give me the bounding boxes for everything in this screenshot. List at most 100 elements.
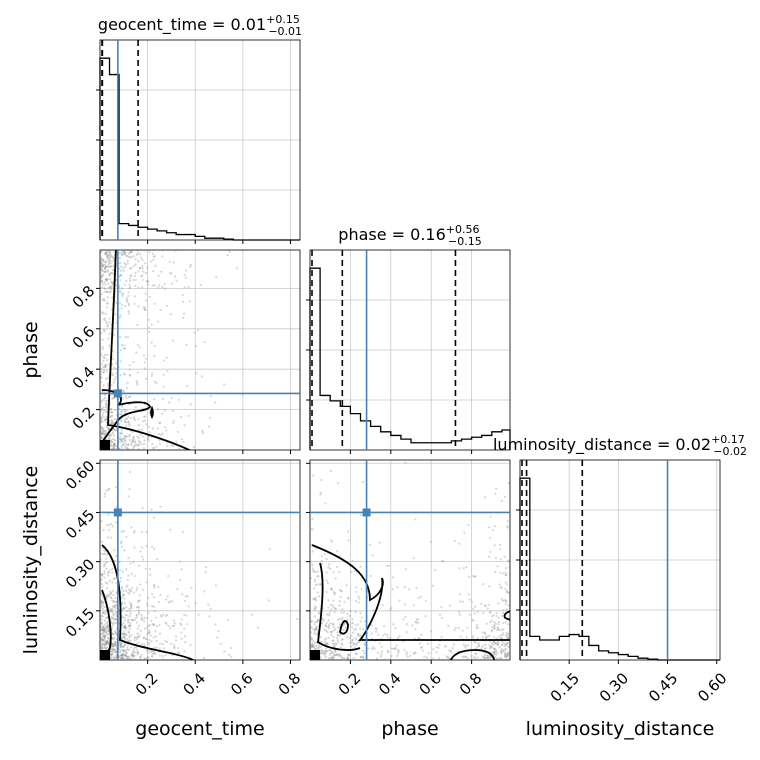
sample-point	[107, 624, 110, 627]
sample-point	[102, 553, 105, 556]
sample-point	[119, 576, 123, 580]
sample-point	[415, 618, 418, 621]
sample-point	[507, 591, 510, 594]
sample-point	[482, 611, 485, 614]
sample-point	[182, 300, 185, 304]
sample-point	[140, 428, 144, 431]
sample-point	[100, 593, 102, 597]
sample-point	[499, 658, 502, 660]
sample-point	[338, 570, 341, 574]
sample-point	[502, 622, 505, 625]
sample-point	[382, 625, 386, 628]
sample-point	[341, 616, 344, 620]
sample-point	[146, 604, 149, 607]
sample-point	[506, 654, 509, 657]
sample-point	[338, 588, 342, 592]
sample-point	[140, 275, 143, 278]
sample-point	[102, 635, 105, 638]
sample-point	[500, 648, 503, 651]
sample-point	[120, 303, 124, 307]
sample-point	[107, 594, 111, 598]
sample-point	[394, 626, 397, 630]
sample-point	[111, 636, 114, 639]
sample-point	[115, 654, 118, 657]
sample-point	[145, 581, 148, 584]
sample-point	[135, 253, 138, 256]
sample-point	[480, 658, 484, 660]
sample-point	[147, 611, 150, 614]
sample-point	[100, 434, 103, 437]
sample-point	[100, 262, 103, 266]
sample-point	[101, 363, 104, 366]
sample-point	[500, 628, 503, 631]
sample-point	[120, 405, 124, 408]
sample-point	[108, 344, 111, 347]
sample-point	[123, 626, 126, 629]
sample-point	[458, 567, 461, 570]
sample-point	[345, 584, 348, 587]
sample-point	[500, 637, 503, 640]
sample-point	[111, 649, 115, 652]
sample-point	[396, 637, 400, 640]
sample-point	[105, 415, 108, 418]
sample-point	[136, 635, 139, 638]
sample-point	[113, 657, 116, 660]
sample-point	[180, 568, 183, 571]
sample-point	[127, 294, 130, 298]
sample-point	[100, 622, 102, 625]
sample-point	[130, 646, 133, 649]
sample-point	[458, 610, 461, 614]
sample-point	[162, 385, 165, 388]
sample-point	[332, 653, 335, 656]
sample-point	[110, 280, 113, 283]
sample-point	[125, 633, 128, 636]
sample-point	[137, 260, 140, 263]
sample-point	[349, 610, 352, 613]
sample-point	[110, 536, 113, 539]
sample-point	[112, 443, 116, 446]
sample-point	[104, 631, 107, 634]
sample-point	[103, 576, 106, 579]
sample-point	[128, 439, 131, 442]
sample-point	[107, 278, 110, 281]
sample-point	[407, 588, 411, 591]
sample-point	[495, 657, 498, 660]
sample-point	[108, 274, 111, 277]
sample-point	[107, 437, 110, 440]
sample-point	[145, 649, 148, 652]
sample-point	[122, 651, 125, 654]
sample-point	[201, 431, 204, 435]
sample-point	[142, 447, 145, 450]
sample-point	[130, 250, 133, 254]
sample-point	[108, 434, 111, 437]
sample-point	[102, 427, 105, 430]
sample-point	[481, 631, 485, 634]
sample-point	[146, 602, 149, 605]
sample-point	[504, 642, 507, 646]
sample-point	[485, 622, 488, 625]
sample-point	[105, 425, 108, 428]
sample-point	[446, 655, 449, 658]
sample-point	[347, 530, 350, 533]
sample-point	[153, 584, 156, 587]
sample-point	[124, 624, 127, 627]
sample-point	[129, 604, 133, 607]
sample-point	[170, 282, 174, 285]
x-tick-label: 0.6	[227, 669, 257, 699]
sample-point	[150, 655, 154, 658]
sample-point	[173, 622, 176, 625]
sample-point	[100, 646, 103, 650]
sample-point	[328, 567, 332, 570]
sample-point	[125, 626, 128, 630]
sample-point	[121, 594, 125, 597]
sample-point	[112, 648, 115, 652]
sample-point	[119, 291, 122, 294]
sample-point	[489, 656, 493, 659]
sample-point	[329, 630, 333, 633]
sample-point	[131, 654, 134, 657]
sample-point	[127, 250, 130, 252]
sample-point	[310, 543, 313, 546]
sample-point	[123, 644, 126, 648]
sample-point	[106, 624, 109, 628]
sample-point	[172, 261, 175, 264]
